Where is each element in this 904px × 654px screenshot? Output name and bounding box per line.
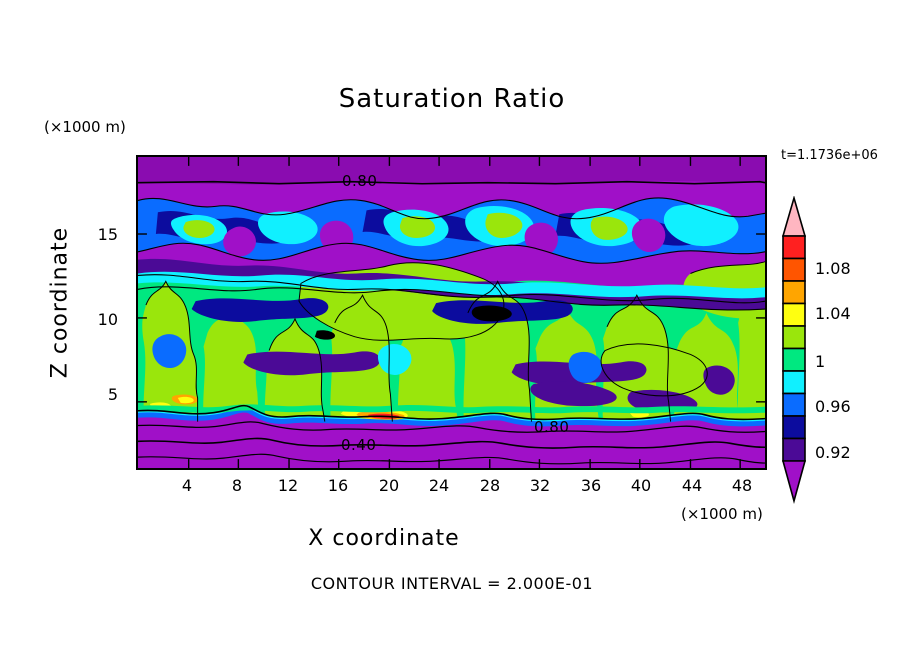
y-axis-title: Z coordinate bbox=[47, 226, 73, 379]
colorbar-tick-label: 0.92 bbox=[815, 443, 851, 462]
time-annotation: t=1.1736e+06 bbox=[781, 148, 878, 163]
contour-label: 0.80 bbox=[342, 172, 378, 190]
contour-label: 0.80 bbox=[534, 418, 570, 436]
y-tick-label: 10 bbox=[97, 310, 118, 329]
x-tick-label: 40 bbox=[630, 476, 652, 495]
colorbar-tick-label: 1 bbox=[815, 352, 826, 371]
x-axis-title: X coordinate bbox=[308, 526, 460, 551]
x-tick-label: 36 bbox=[580, 476, 602, 495]
y-tick-label: 15 bbox=[97, 225, 118, 244]
x-axis-units-label: (×1000 m) bbox=[681, 505, 763, 523]
contour-label: 0.40 bbox=[341, 436, 377, 454]
x-tick-label: 12 bbox=[277, 476, 299, 495]
x-tick-label: 4 bbox=[181, 476, 193, 495]
x-tick-label: 48 bbox=[731, 476, 753, 495]
colorbar bbox=[777, 196, 811, 516]
colorbar-tick-label: 1.08 bbox=[815, 259, 851, 278]
contour-field bbox=[138, 157, 765, 468]
x-tick-label: 24 bbox=[428, 476, 450, 495]
x-tick-label: 44 bbox=[681, 476, 703, 495]
y-axis-units-label: (×1000 m) bbox=[44, 118, 126, 136]
contour-interval-caption: CONTOUR INTERVAL = 2.000E-01 bbox=[310, 574, 594, 593]
x-tick-label: 32 bbox=[529, 476, 551, 495]
colorbar-swatches bbox=[781, 196, 807, 505]
colorbar-tick-label: 1.04 bbox=[815, 304, 851, 323]
x-tick-label: 28 bbox=[479, 476, 501, 495]
x-tick-label: 20 bbox=[378, 476, 400, 495]
colorbar-tick-label: 0.96 bbox=[815, 397, 851, 416]
x-tick-label: 16 bbox=[327, 476, 349, 495]
y-tick-label: 5 bbox=[107, 385, 118, 404]
x-tick-label: 8 bbox=[231, 476, 243, 495]
contour-plot-area bbox=[136, 155, 767, 470]
page-title: Saturation Ratio bbox=[338, 84, 566, 114]
